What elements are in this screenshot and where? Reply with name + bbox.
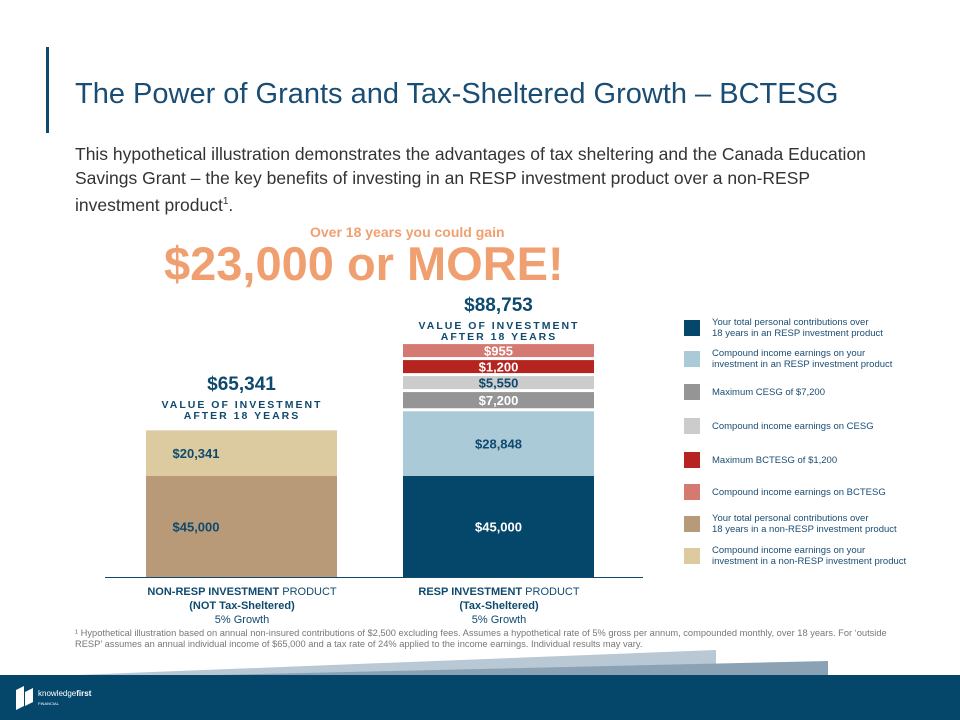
bar-segment xyxy=(403,360,594,374)
logo-icon xyxy=(16,686,33,710)
cat-line3: 5% Growth xyxy=(471,614,527,626)
cat-line2: (NOT Tax-Sheltered) xyxy=(189,600,295,612)
legend-swatch xyxy=(684,418,700,434)
legend-swatch xyxy=(684,320,700,336)
legend-label: Your total personal contributions over 1… xyxy=(712,317,883,339)
bar-segment xyxy=(403,411,594,476)
category-label-resp: RESP INVESTMENT PRODUCT (Tax-Sheltered) 5%… xyxy=(379,585,619,627)
bar-value-label: $5,550 xyxy=(479,376,519,391)
legend-item: Compound income earnings on your investm… xyxy=(684,541,924,571)
footnote: ¹ Hypothetical illustration based on ann… xyxy=(75,628,887,649)
bar-value-label: $955 xyxy=(484,344,513,359)
legend-item: Compound income earnings on CESG xyxy=(684,411,924,441)
total-resp: $88,753 xyxy=(464,295,533,316)
total-label-resp: VALUE OF INVESTMENT AFTER 18 YEARS xyxy=(418,320,580,343)
legend-item: Maximum CESG of $7,200 xyxy=(684,377,924,407)
accent-bar xyxy=(46,47,49,133)
bar-value-label: $7,200 xyxy=(479,393,519,408)
intro-body: This hypothetical illustration demonstra… xyxy=(75,144,866,215)
legend-label: Your total personal contributions over 1… xyxy=(712,513,897,535)
legend-swatch xyxy=(684,548,700,564)
cat-rest: PRODUCT xyxy=(279,586,337,598)
cat-bold: RESP INVESTMENT xyxy=(418,586,523,598)
footnote-ref: 1 xyxy=(222,196,229,207)
bar-value-label: $1,200 xyxy=(479,360,519,375)
legend-item: Your total personal contributions over 1… xyxy=(684,509,924,539)
gain-subtitle: Over 18 years you could gain xyxy=(310,224,505,240)
total-label-non-resp: VALUE OF INVESTMENT AFTER 18 YEARS xyxy=(161,399,323,422)
legend-item: Maximum BCTESG of $1,200 xyxy=(684,445,924,475)
legend-swatch xyxy=(684,452,700,468)
legend-label: Compound income earnings on your investm… xyxy=(712,545,907,567)
legend-item: Compound income earnings on BCTESG xyxy=(684,477,924,507)
cat-line2: (Tax-Sheltered) xyxy=(459,600,539,612)
legend-item: Compound income earnings on your investm… xyxy=(684,344,924,374)
bar-segment xyxy=(403,476,594,577)
bar-segment xyxy=(403,376,594,390)
legend-item: Your total personal contributions over 1… xyxy=(684,313,924,343)
legend-label: Compound income earnings on CESG xyxy=(712,420,874,432)
legend-swatch xyxy=(684,384,700,400)
legend-swatch xyxy=(684,516,700,532)
bar-segment xyxy=(146,476,337,577)
bar-value-label: $45,000 xyxy=(173,520,220,535)
legend-swatch xyxy=(684,484,700,500)
legend-label: Maximum BCTESG of $1,200 xyxy=(712,454,838,466)
page-title: The Power of Grants and Tax-Sheltered Gr… xyxy=(75,78,839,110)
intro-text: This hypothetical illustration demonstra… xyxy=(75,142,895,217)
bar-segment xyxy=(146,430,337,476)
decorative-swoosh xyxy=(0,650,828,680)
legend-label: Compound income earnings on BCTESG xyxy=(712,486,886,498)
category-label-non-resp: NON-RESP INVESTMENT PRODUCT (NOT Tax-Shel… xyxy=(122,585,362,627)
bar-segment xyxy=(403,344,594,358)
logo: knowledgefirst FINANCIAL xyxy=(38,689,92,706)
cat-line3: 5% Growth xyxy=(214,614,270,626)
gain-headline: $23,000 or MORE! xyxy=(164,237,564,290)
bar-value-label: $45,000 xyxy=(475,520,522,535)
legend-label: Maximum CESG of $7,200 xyxy=(712,386,825,398)
legend-label: Compound income earnings on your investm… xyxy=(712,348,893,370)
legend-swatch xyxy=(684,351,700,367)
cat-bold: NON-RESP INVESTMENT xyxy=(147,586,280,598)
bar-segment xyxy=(403,392,594,409)
bar-value-label: $20,341 xyxy=(173,446,220,461)
bar-value-label: $28,848 xyxy=(475,437,522,452)
footer-band xyxy=(0,675,960,720)
cat-rest: PRODUCT xyxy=(522,586,580,598)
intro-end: . xyxy=(228,194,234,215)
total-non-resp: $65,341 xyxy=(207,374,276,395)
